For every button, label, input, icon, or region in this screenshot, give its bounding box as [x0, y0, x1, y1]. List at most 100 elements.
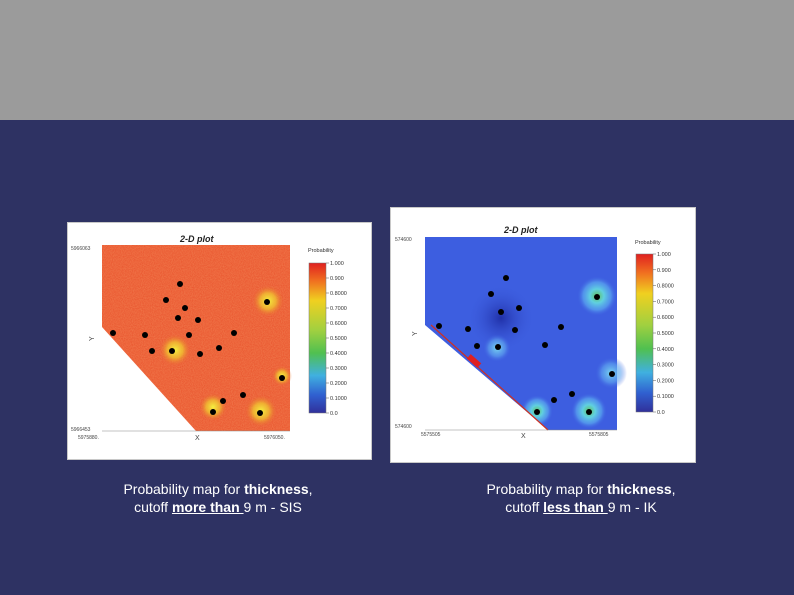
well-point — [240, 392, 246, 398]
well-point — [465, 326, 471, 332]
left-x-left-tick: 5975880. — [78, 435, 99, 441]
well-point — [210, 409, 216, 415]
caption-underlined-term: less than — [543, 499, 608, 515]
legend-tick-label: 0.900 — [657, 268, 671, 274]
legend-tick-label: 1.000 — [657, 252, 671, 258]
well-point — [175, 315, 181, 321]
well-point — [264, 299, 270, 305]
well-point — [551, 397, 557, 403]
caption-text: , — [308, 481, 313, 497]
caption-text: 9 m - SIS — [243, 499, 302, 515]
well-point — [516, 305, 522, 311]
right-well-markers — [436, 275, 615, 415]
right-plot-svg: 2-D plot 574600 574600 Y — [395, 225, 674, 440]
caption-text: Probability map for — [123, 481, 245, 497]
well-point — [609, 371, 615, 377]
right-legend-ticks: 1.000 0.900 0.8000 0.7000 0.6000 0.5000 0.4000… — [653, 252, 674, 416]
right-mask-triangle — [425, 325, 548, 430]
right-x-right-tick: 5575805 — [589, 432, 609, 438]
well-point — [474, 343, 480, 349]
left-hotspot — [159, 334, 191, 366]
well-point — [569, 391, 575, 397]
caption-bold-term: thickness — [244, 481, 309, 497]
legend-tick-label: 0.7000 — [330, 306, 347, 312]
well-point — [279, 375, 285, 381]
well-point — [110, 330, 116, 336]
legend-tick-label: 0.6000 — [330, 321, 347, 327]
legend-tick-label: 0.2000 — [657, 378, 674, 384]
right-probability-map-image: 2-D plot 574600 574600 Y — [390, 207, 696, 463]
legend-tick-label: 0.5000 — [330, 336, 347, 342]
legend-tick-label: 1.000 — [330, 261, 344, 267]
left-x-right-tick: 5976050. — [264, 435, 285, 441]
legend-tick-label: 0.8000 — [330, 291, 347, 297]
left-caption-line1: Probability map for thickness, — [68, 480, 368, 498]
well-point — [498, 309, 504, 315]
legend-tick-label: 0.0 — [657, 410, 665, 416]
left-probability-map-image: 2-D plot 5966063 5966453 Y — [67, 222, 372, 460]
right-x-axis-label: X — [521, 433, 526, 440]
well-point — [594, 294, 600, 300]
well-point — [186, 332, 192, 338]
right-caption-line1: Probability map for thickness, — [431, 480, 731, 498]
right-x-left-tick: 5575505 — [421, 432, 441, 438]
left-y-bottom-tick: 5966453 — [71, 427, 91, 433]
caption-text: cutoff — [134, 499, 172, 515]
well-point — [495, 344, 501, 350]
legend-tick-label: 0.6000 — [657, 315, 674, 321]
legend-tick-label: 0.4000 — [657, 347, 674, 353]
left-caption: Probability map for thickness, cutoff mo… — [68, 480, 368, 516]
right-y-axis-label: Y — [412, 331, 419, 336]
left-well-markers — [110, 281, 285, 416]
left-y-top-tick: 5966063 — [71, 246, 91, 252]
well-point — [558, 324, 564, 330]
well-point — [216, 345, 222, 351]
well-point — [542, 342, 548, 348]
right-caption-line2: cutoff less than 9 m - IK — [431, 498, 731, 516]
right-boundary-edge — [430, 324, 549, 431]
left-plot-svg: 2-D plot 5966063 5966453 Y — [71, 234, 347, 442]
legend-tick-label: 0.4000 — [330, 351, 347, 357]
caption-underlined-term: more than — [171, 499, 244, 515]
legend-tick-label: 0.5000 — [657, 331, 674, 337]
caption-text: cutoff — [505, 499, 544, 515]
caption-text: 9 m - IK — [607, 499, 657, 515]
right-low-zone — [467, 284, 535, 352]
legend-tick-label: 0.3000 — [657, 363, 674, 369]
well-point — [163, 297, 169, 303]
legend-tick-label: 0.8000 — [657, 284, 674, 290]
legend-tick-label: 0.0 — [330, 411, 338, 417]
well-point — [534, 409, 540, 415]
well-point — [197, 351, 203, 357]
caption-text: , — [671, 481, 676, 497]
left-legend-title: Probability — [308, 248, 334, 254]
well-point — [488, 291, 494, 297]
well-point — [503, 275, 509, 281]
legend-tick-label: 0.900 — [330, 276, 344, 282]
well-point — [195, 317, 201, 323]
right-y-top-tick: 574600 — [395, 237, 412, 243]
well-point — [220, 398, 226, 404]
right-y-bottom-tick: 574600 — [395, 424, 412, 430]
left-legend-colorbar — [308, 262, 327, 414]
well-point — [436, 323, 442, 329]
slide-title-band — [0, 0, 794, 120]
right-plot-title: 2-D plot — [503, 225, 538, 235]
right-caption: Probability map for thickness, cutoff le… — [431, 480, 731, 516]
well-point — [586, 409, 592, 415]
well-point — [231, 330, 237, 336]
well-point — [177, 281, 183, 287]
well-point — [149, 348, 155, 354]
left-hotspot — [199, 393, 227, 421]
legend-tick-label: 0.2000 — [330, 381, 347, 387]
legend-tick-label: 0.1000 — [657, 394, 674, 400]
legend-tick-label: 0.1000 — [330, 396, 347, 402]
well-point — [169, 348, 175, 354]
left-legend-ticks: 1.000 0.900 0.8000 0.7000 0.6000 0.5000 0.4000… — [326, 261, 347, 417]
left-mask-triangle — [102, 327, 196, 431]
legend-tick-label: 0.7000 — [657, 299, 674, 305]
left-plot-title: 2-D plot — [179, 234, 214, 244]
left-caption-line2: cutoff more than 9 m - SIS — [68, 498, 368, 516]
well-point — [512, 327, 518, 333]
legend-tick-label: 0.3000 — [330, 366, 347, 372]
